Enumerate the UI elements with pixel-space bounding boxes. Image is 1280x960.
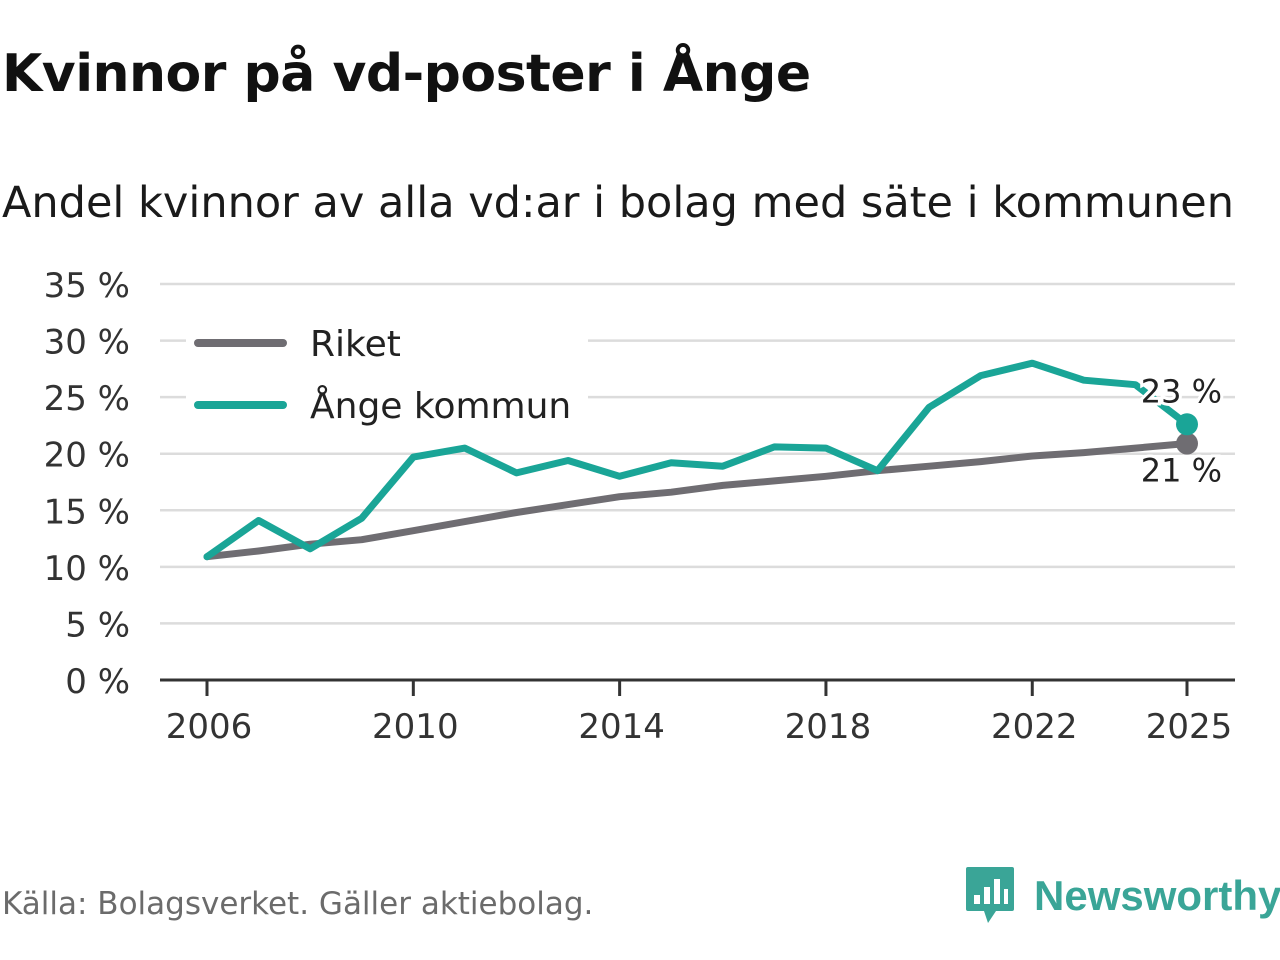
end-marker-ange bbox=[1176, 413, 1198, 436]
x-tick-label: 2006 bbox=[166, 707, 253, 747]
x-tick-label: 2022 bbox=[991, 707, 1078, 747]
chart-title: Kvinnor på vd-poster i Ånge bbox=[2, 44, 811, 104]
y-tick-label: 0 % bbox=[65, 662, 130, 702]
legend-label: Riket bbox=[310, 324, 401, 365]
x-tick-label: 2010 bbox=[372, 707, 459, 747]
series-line-ange bbox=[203, 359, 1191, 561]
x-tick-label: 2014 bbox=[578, 707, 665, 747]
source-note: Källa: Bolagsverket. Gäller aktiebolag. bbox=[2, 886, 594, 922]
y-tick-label: 10 % bbox=[44, 549, 130, 589]
y-tick-label: 20 % bbox=[44, 436, 130, 476]
x-tick-label: 2018 bbox=[785, 707, 872, 747]
end-marker-riket bbox=[1176, 432, 1198, 455]
x-tick-label: 2025 bbox=[1146, 707, 1233, 747]
end-label-riket: 21 % bbox=[1141, 452, 1222, 490]
end-label-ange: 23 % bbox=[1141, 372, 1222, 410]
newsworthy-logo-icon bbox=[966, 867, 1014, 923]
y-tick-label: 15 % bbox=[44, 492, 130, 532]
brand-logo[interactable]: Newsworthy bbox=[964, 864, 1280, 928]
series-line-riket bbox=[203, 440, 1191, 561]
y-tick-label: 25 % bbox=[44, 379, 130, 419]
legend-label: Ånge kommun bbox=[310, 384, 571, 427]
brand-name: Newsworthy bbox=[1034, 872, 1280, 919]
chart-subtitle: Andel kvinnor av alla vd:ar i bolag med … bbox=[2, 178, 1234, 228]
y-tick-label: 30 % bbox=[44, 323, 130, 363]
y-tick-label: 5 % bbox=[65, 605, 130, 645]
y-tick-label: 35 % bbox=[44, 266, 130, 306]
legend-background bbox=[186, 314, 588, 440]
